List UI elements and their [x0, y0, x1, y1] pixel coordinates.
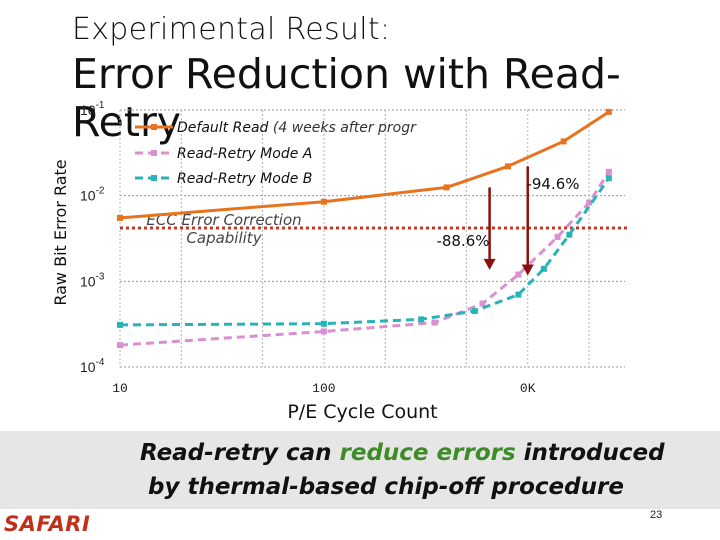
series-2-point-1 [320, 320, 327, 327]
series-1-point-4 [515, 271, 522, 278]
series-2-point-0 [117, 321, 123, 328]
y-tick-label-3: 10-4 [80, 357, 105, 375]
slide-title-line2: Error Reduction with Read-Retry [72, 50, 621, 146]
takeaway-line1: Read-retry can reduce errors introduced [140, 440, 665, 466]
y-tick-exponent: -2 [96, 186, 105, 197]
x-tick-label-0: 10 [112, 381, 128, 396]
series-1-point-7 [605, 168, 612, 175]
y-tick-base: 10 [80, 273, 96, 289]
series-1-point-5 [554, 233, 561, 240]
x-axis-label: P/E Cycle Count [287, 401, 437, 423]
legend-marker-2 [151, 175, 157, 181]
y-tick-label-0: 10-1 [80, 100, 105, 118]
legend-note: (4 weeks after progr [268, 120, 417, 136]
series-1-point-6 [586, 199, 593, 206]
ecc-label-line1: ECC Error Correction [146, 211, 301, 229]
takeaway-text-c: introduced [515, 440, 665, 466]
y-tick-base: 10 [80, 359, 96, 375]
reduction-arrowhead-1 [521, 264, 534, 276]
series-line-1 [119, 170, 611, 347]
series-0-point-4 [560, 138, 567, 145]
y-tick-exponent: -4 [96, 357, 105, 368]
reduction-arrowhead-0 [483, 258, 496, 270]
legend-label-2: Read-Retry Mode B [177, 171, 312, 187]
series-2-point-6 [566, 231, 573, 238]
y-axis-label: Raw Bit Error Rate [51, 159, 70, 305]
series-2-point-3 [471, 308, 478, 315]
series-2-point-2 [418, 316, 425, 323]
takeaway-box: Read-retry can reduce errors introduced … [0, 431, 720, 509]
series-0-point-5 [605, 108, 612, 115]
y-tick-label-2: 10-3 [80, 271, 105, 289]
ecc-label-line2: Capability [186, 229, 262, 247]
reduction-label-94: -94.6% [526, 175, 579, 193]
x-tick-label-1: 100 [312, 381, 335, 396]
legend-label-0: Default Read (4 weeks after progr [177, 120, 417, 136]
legend-label-1: Read-Retry Mode A [177, 146, 312, 162]
series-0-point-2 [443, 184, 450, 191]
series-2-point-5 [540, 265, 547, 272]
slide-title-line1: Experimental Result: [72, 12, 391, 47]
x-tick-label-2: 0K [520, 381, 536, 396]
series-0-point-0 [117, 214, 123, 221]
page-number: 23 [650, 509, 663, 521]
takeaway-line2: by thermal-based chip-off procedure [148, 474, 624, 500]
series-1-point-2 [431, 319, 438, 326]
series-line-0 [119, 110, 610, 220]
series-1-point-3 [479, 300, 486, 307]
series-1-point-0 [117, 342, 123, 349]
y-tick-label-1: 10-2 [80, 186, 105, 204]
series-2-point-4 [515, 291, 522, 298]
series-line-2 [119, 177, 611, 327]
takeaway-text-a: Read-retry can [140, 440, 340, 466]
y-tick-exponent: -1 [96, 100, 105, 111]
reduction-label-88: -88.6% [436, 232, 489, 250]
y-tick-base: 10 [80, 102, 96, 118]
takeaway-highlight: reduce errors [339, 440, 516, 466]
series-0-point-3 [504, 163, 511, 170]
safari-logo: SAFARI [4, 512, 91, 536]
series-2-point-7 [605, 175, 612, 182]
series-1-point-1 [320, 328, 327, 335]
y-tick-base: 10 [80, 188, 96, 204]
y-tick-exponent: -3 [96, 271, 105, 282]
error-rate-chart: 10-110-210-310-4 10 100 0K ECC Error Corre… [51, 100, 630, 423]
series-0-point-1 [320, 198, 327, 205]
legend-marker-1 [151, 150, 157, 156]
legend-marker-0 [151, 124, 157, 130]
